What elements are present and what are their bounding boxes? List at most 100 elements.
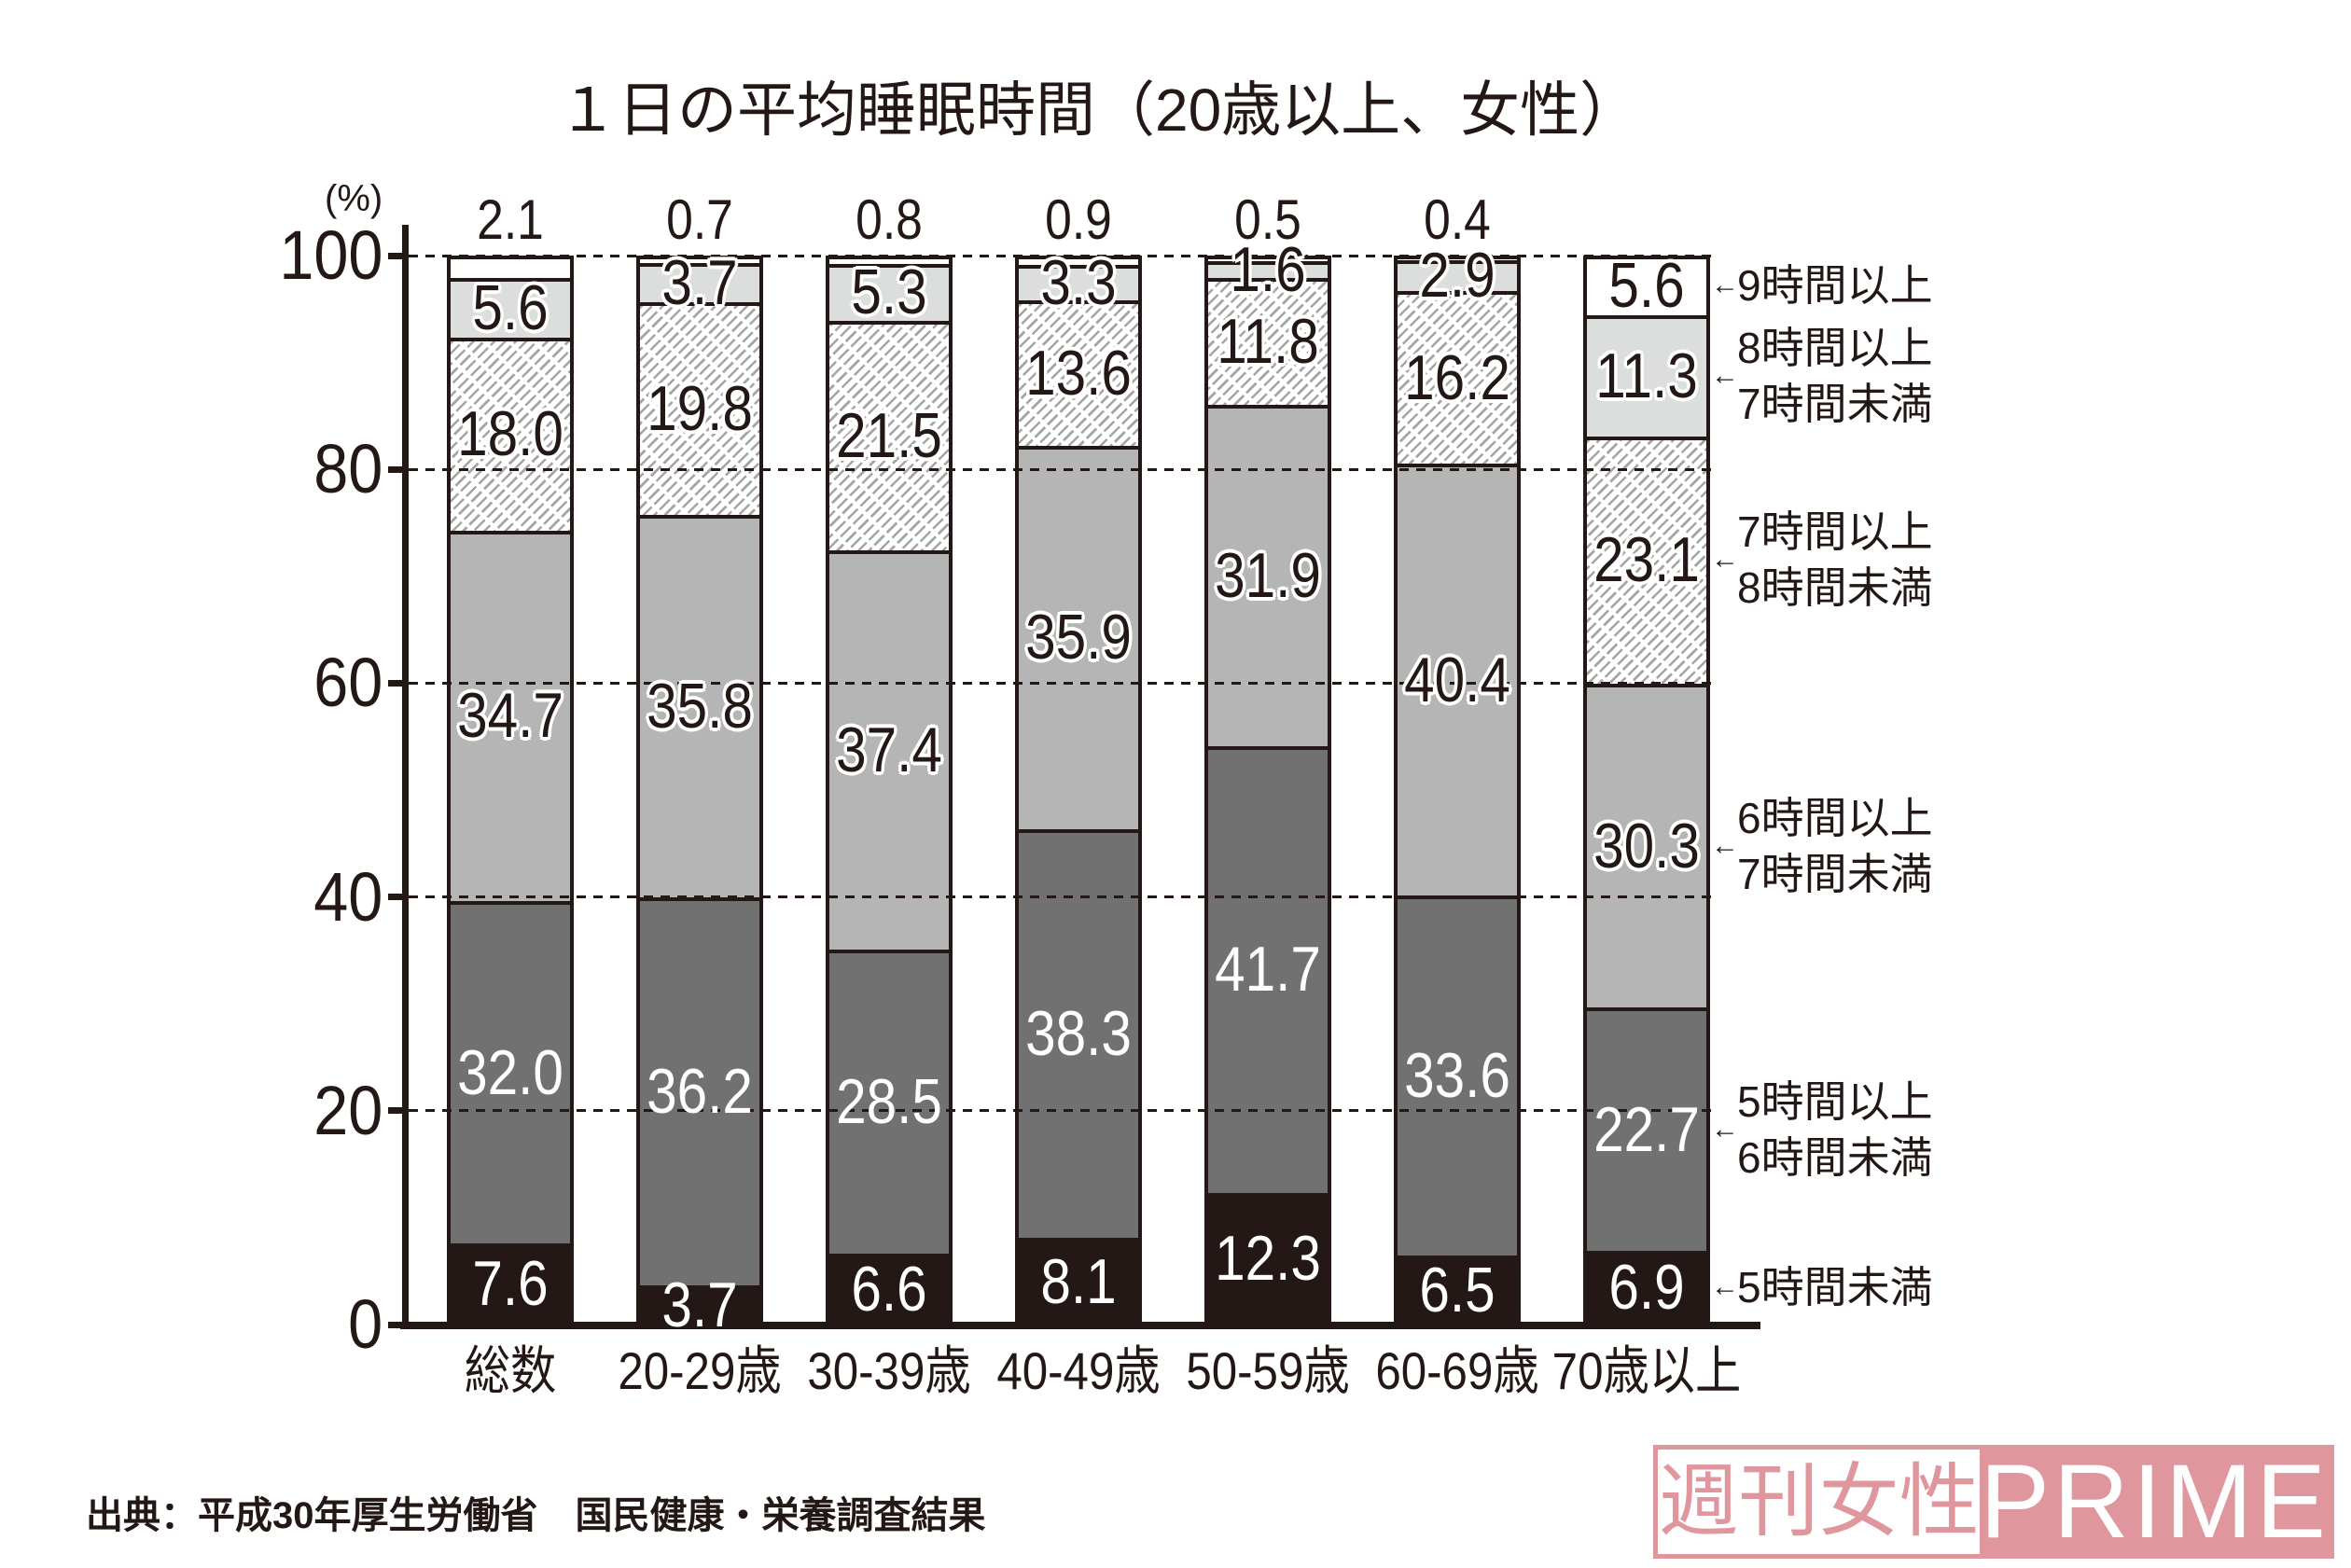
bar-segment [1015,445,1142,829]
x-axis-label: 70歳以上 [1551,1341,1742,1400]
value-label: 6.9 [1608,1252,1685,1324]
bar-segment [1583,436,1710,684]
bar-segment [1015,300,1142,446]
arrow-left-icon: ← [1711,1113,1739,1145]
y-tick-label: 80 [313,430,383,508]
y-tick-label: 20 [313,1071,383,1149]
value-label: 2.1 [477,188,544,251]
value-label: 0.7 [666,188,733,251]
value-label: 16.2 [1404,341,1510,413]
y-tick-mark [388,1107,407,1115]
y-axis-line [402,225,409,1329]
bar-segment [1583,1007,1710,1251]
legend-label-line: 7時間未満 [1737,849,1933,898]
value-label: 11.3 [1595,340,1698,412]
bar-segment [447,338,574,531]
bar-segment [826,950,953,1255]
value-label: 33.6 [1404,1039,1510,1111]
bar-segment [1204,260,1331,279]
value-label: 3.7 [661,247,738,319]
value-label: 18.0 [457,398,563,470]
value-label: 7.6 [472,1248,549,1320]
bar-segment [826,256,953,265]
value-label: 0.5 [1234,188,1301,251]
bar-segment [447,901,574,1243]
legend-item: ← 6時間以上 7時間未満 [1711,790,1933,902]
bar-segment [447,256,574,279]
bar-segment [1015,1238,1142,1325]
arrow-left-icon: ← [1711,1271,1739,1303]
bar-segment [826,264,953,321]
value-label: 19.8 [647,373,753,445]
bar-segment [1394,256,1521,260]
bar-segment [1583,683,1710,1008]
gridline [409,895,1711,899]
value-label: 38.3 [1025,998,1132,1070]
publisher-logo: 週刊女性 PRIME [1653,1445,2334,1559]
legend-item: ← 8時間以上 7時間未満 [1711,320,1933,432]
value-label: 5.3 [851,257,927,328]
legend-label: 8時間以上 7時間未満 [1737,320,1933,432]
x-axis-label: 60-69歳 [1375,1341,1539,1400]
bar-segment [447,278,574,339]
legend-label-line: 8時間未満 [1737,563,1933,613]
value-label: 37.4 [836,715,942,786]
legend-label: 6時間以上 7時間未満 [1737,790,1933,902]
y-tick-label: 100 [278,216,383,294]
bar-segment [1015,265,1142,301]
gridline [409,1109,1711,1113]
gridline [409,254,1711,257]
value-label: 1.6 [1230,233,1306,305]
legend-label-line: 6時間以上 [1737,793,1933,842]
value-label: 32.0 [457,1036,563,1108]
bar-segment [1204,256,1331,261]
bar-segment [1394,290,1521,465]
value-label: 23.1 [1593,524,1700,596]
legend-item: ← 5時間以上 6時間未満 [1711,1074,1933,1186]
value-label: 35.8 [647,670,753,742]
y-tick-mark [388,679,407,687]
arrow-left-icon: ← [1711,360,1739,392]
y-tick-mark [388,1321,407,1328]
x-axis-label: 総数 [464,1341,557,1400]
x-axis-label: 20-29歳 [618,1341,782,1400]
bar-segment [1204,278,1331,405]
bar-segment [636,514,763,898]
legend-item: ← 5時間未満 [1711,1259,1933,1315]
value-label: 35.9 [1025,602,1132,673]
bar-segment [1394,895,1521,1256]
bar-segment [1394,464,1521,896]
bar-segment [636,256,763,264]
legend-label: 9時間以上 [1737,257,1933,313]
bar-segment [636,302,763,515]
x-axis-line [400,1322,1760,1329]
value-label: 6.5 [1419,1254,1495,1325]
y-tick-mark [388,252,407,259]
value-label: 0.4 [1424,188,1491,251]
logo-text-prime: PRIME [1980,1443,2330,1560]
legend-item: ← 9時間以上 [1711,257,1933,313]
value-label: 30.3 [1593,810,1700,881]
value-label: 11.8 [1217,305,1319,377]
legend-label: 7時間以上 8時間未満 [1737,504,1933,616]
legend-label: 5時間未満 [1737,1259,1933,1315]
value-label: 0.9 [1045,188,1112,251]
x-axis-label: 40-49歳 [996,1341,1161,1400]
chart-title: １日の平均睡眠時間（20歳以上、女性） [558,76,1640,144]
value-label: 8.1 [1040,1245,1117,1317]
y-tick-mark [388,465,407,473]
logo-text-japanese: 週刊女性 [1658,1450,1981,1554]
value-label: 34.7 [457,680,563,752]
gridline [409,681,1711,685]
value-label: 3.7 [661,1269,738,1340]
bar-segment [636,1284,763,1325]
bar-segment [1394,1255,1521,1325]
legend-item: ← 7時間以上 8時間未満 [1711,504,1933,616]
y-tick-label: 40 [313,857,383,936]
source-credit: 出典：平成30年厚生労働省 国民健康・栄養調査結果 [86,1495,986,1536]
value-label: 0.8 [856,188,923,251]
bar-segment [1204,1192,1331,1325]
value-label: 22.7 [1593,1093,1700,1165]
y-axis-unit-label: (%) [325,178,383,219]
